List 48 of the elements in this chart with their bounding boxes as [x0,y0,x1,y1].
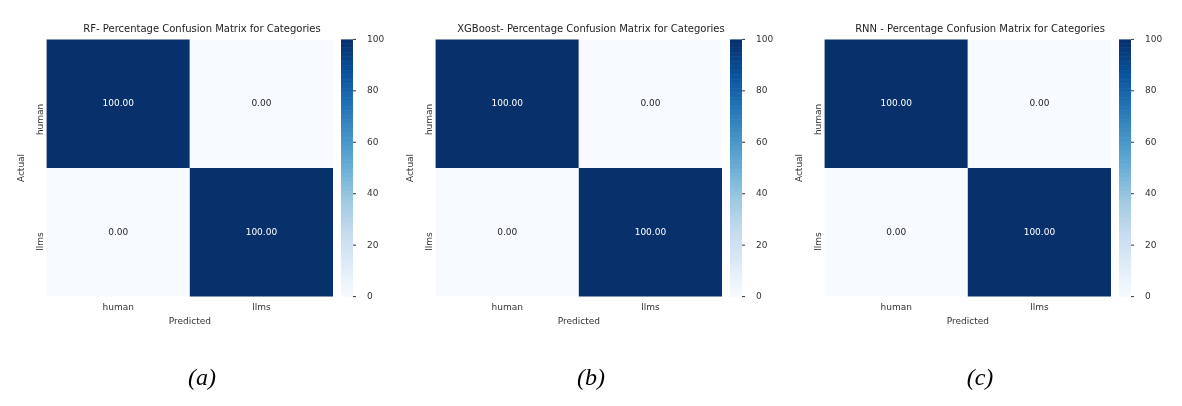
x-tick-label: llms [641,302,660,313]
x-tick-label: human [491,302,523,313]
color-bar-label: 0 [1145,290,1151,301]
data-label: 100.00 [634,226,667,237]
data-label: 0.00 [108,226,129,237]
color-bar-label: 40 [1145,188,1157,199]
color-bar-label: 80 [1145,85,1157,96]
color-bar-label: 60 [367,136,379,147]
x-axis-title: Predicted [168,316,211,327]
data-label: 0.00 [640,98,661,109]
data-label: 100.00 [245,226,278,237]
color-bar-label: 80 [367,85,379,96]
color-bar-label: 100 [756,33,774,44]
color-bar-label: 80 [756,85,768,96]
color-bar-label: 0 [367,290,373,301]
color-bar-label: 40 [367,188,379,199]
color-bar-label: 100 [1145,33,1163,44]
data-label: 100.00 [102,98,135,109]
data-label: 0.00 [497,226,518,237]
color-bar-label: 0 [756,290,762,301]
chart-title: RNN - Percentage Confusion Matrix for Categories [855,22,1105,34]
color-bar-label: 60 [756,136,768,147]
text: (b) [577,364,605,391]
chart-title: RF- Percentage Confusion Matrix for Categories [83,22,321,34]
x-tick-label: llms [252,302,271,313]
data-label: 0.00 [251,98,272,109]
data-label: 100.00 [491,98,524,109]
color-bar-label: 60 [1145,136,1157,147]
text: (a) [188,364,216,391]
data-label: 0.00 [1029,98,1050,109]
x-tick-label: llms [1030,302,1049,313]
color-bar-label: 20 [1145,239,1157,250]
y-axis-title: Actual [404,153,415,183]
x-tick-label: human [102,302,134,313]
y-axis-title: Actual [15,153,26,183]
color-bar-label: 40 [756,188,768,199]
data-label: 100.00 [1023,226,1056,237]
color-bar-label: 20 [367,239,379,250]
data-label: 0.00 [886,226,907,237]
x-tick-label: human [880,302,912,313]
chart-title: XGBoost- Percentage Confusion Matrix for Categories [457,22,725,34]
color-bar-label: 100 [367,33,385,44]
x-axis-title: Predicted [946,316,989,327]
data-label: 100.00 [880,98,913,109]
y-axis-title: Actual [793,153,804,183]
text: (c) [966,364,994,391]
color-bar-label: 20 [756,239,768,250]
x-axis-title: Predicted [557,316,600,327]
